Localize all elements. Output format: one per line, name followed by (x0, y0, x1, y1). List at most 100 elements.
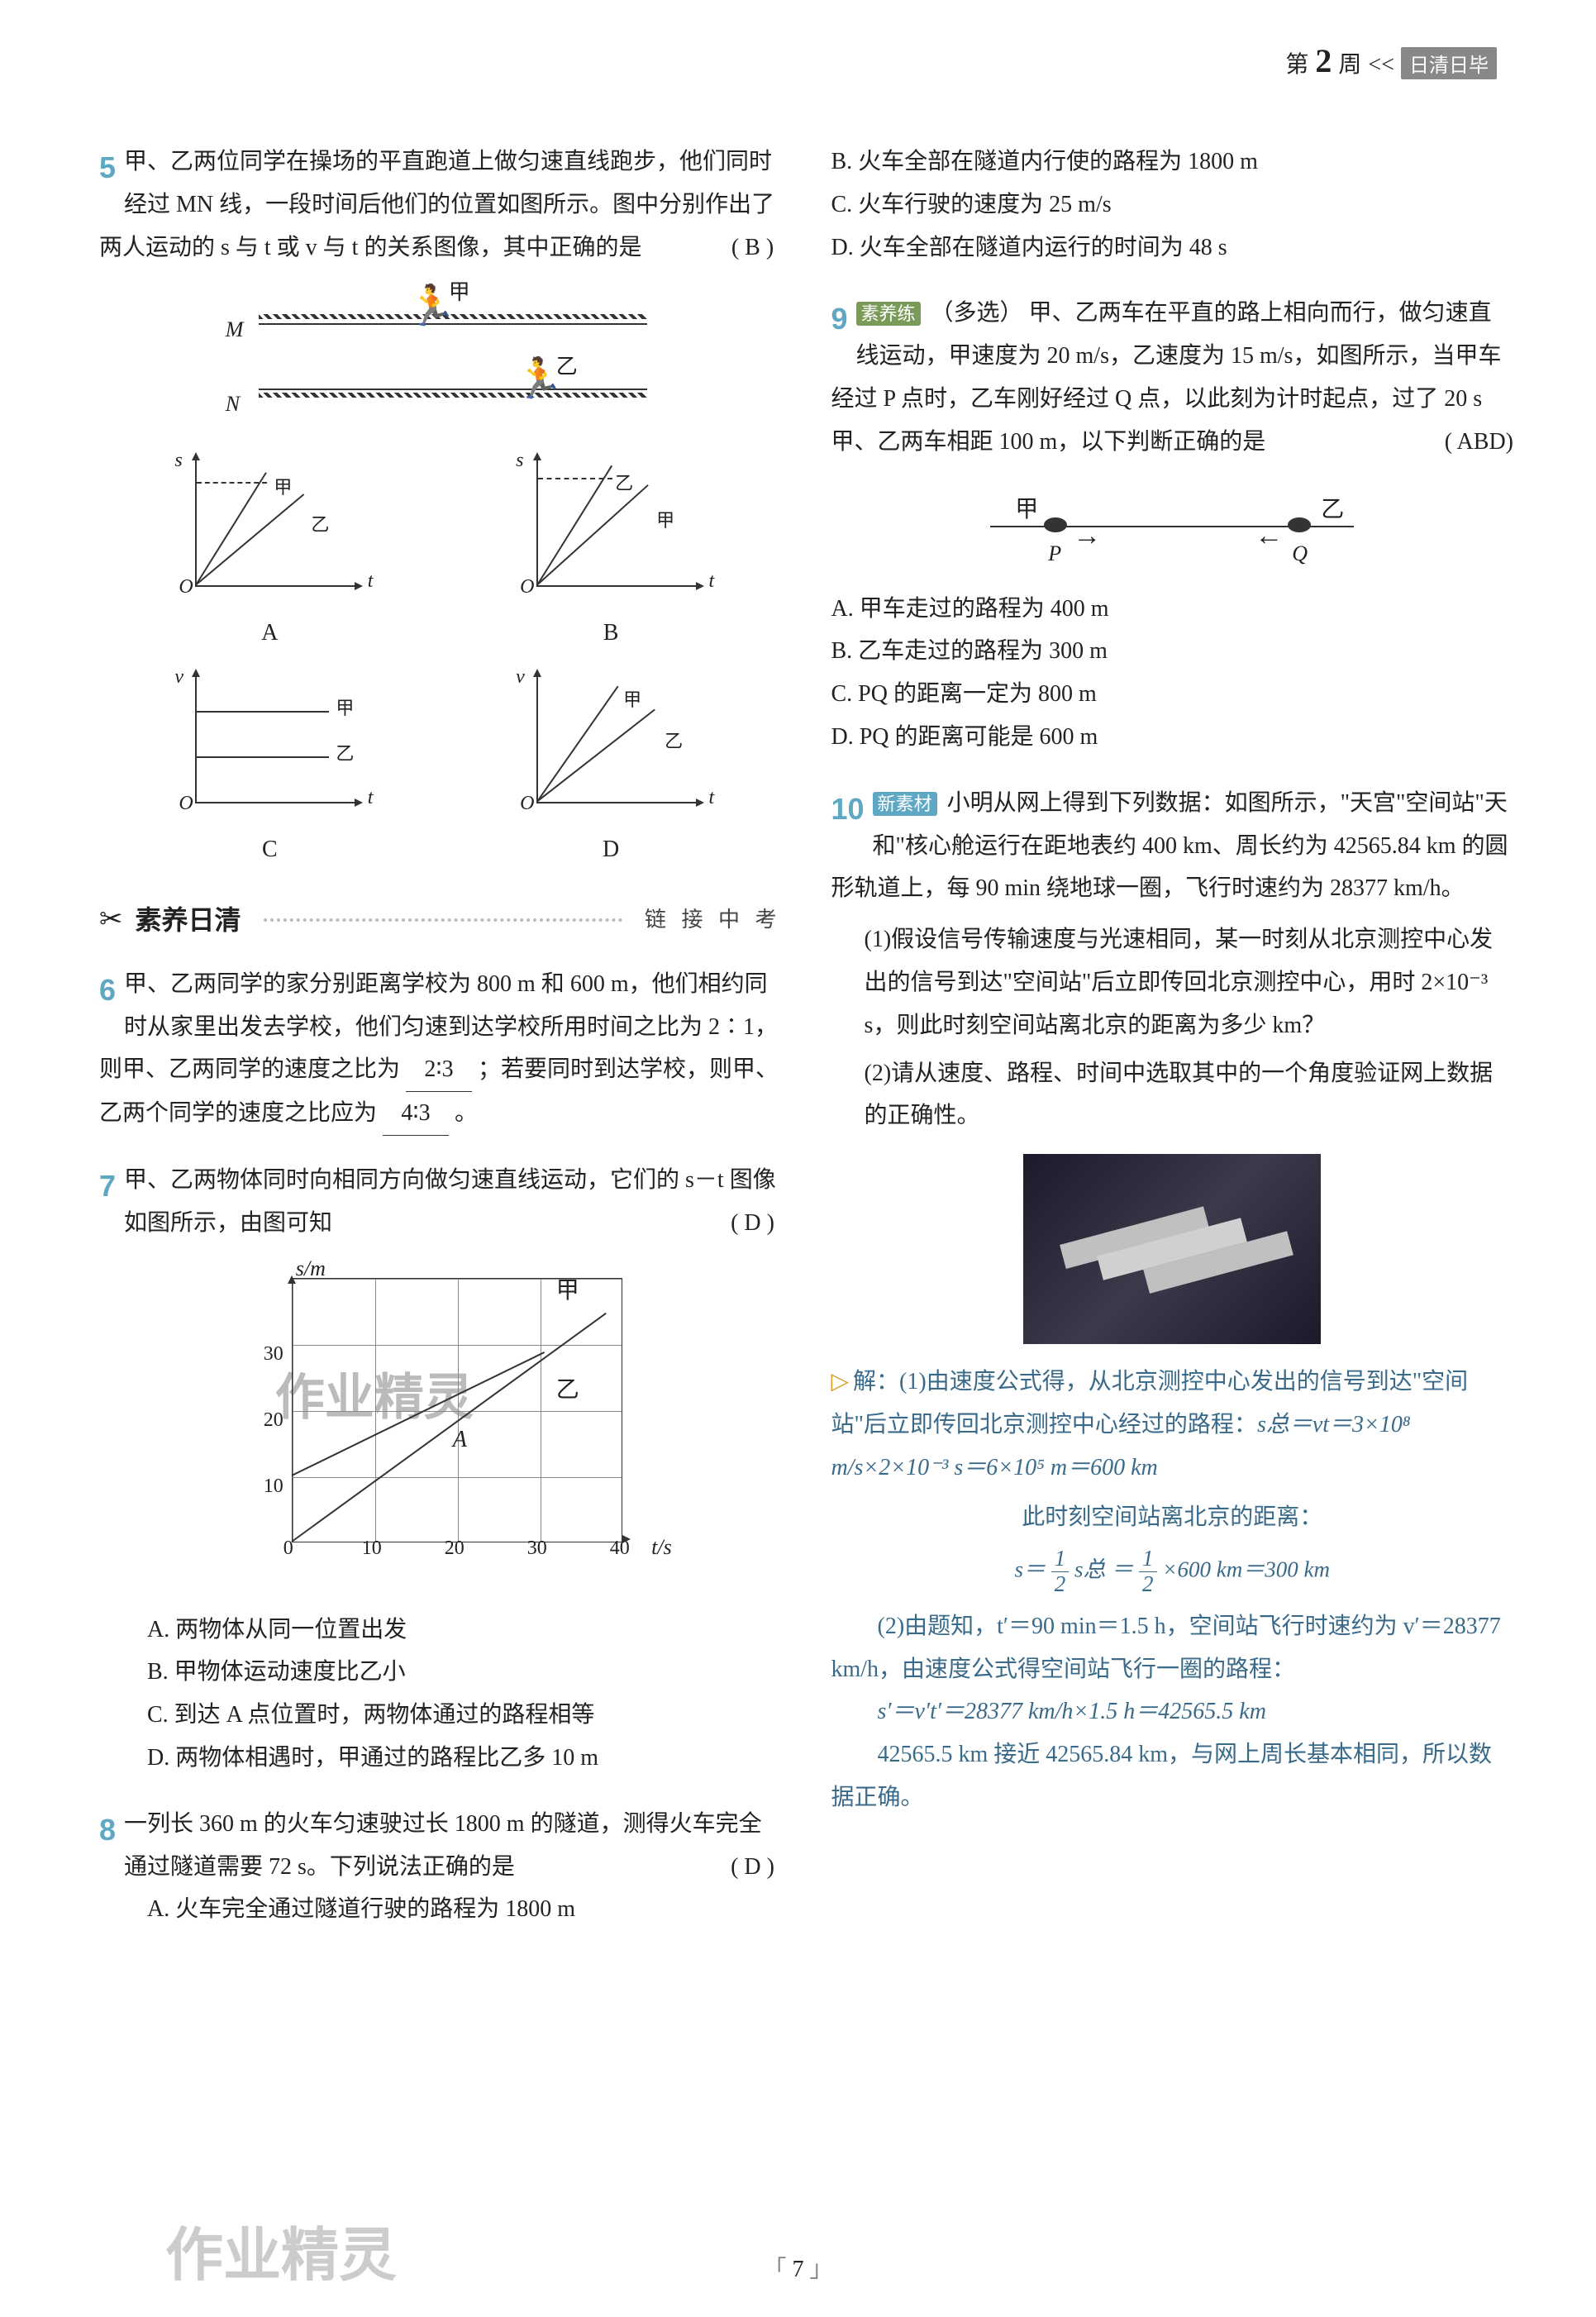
sol-line4: 42565.5 km 接近 42565.84 km，与网上周长基本相同，所以数据… (831, 1733, 1514, 1819)
q5-track-diagram: M N 🏃 甲 🏃 乙 (226, 277, 655, 434)
q7-opt-D: D. 两物体相遇时，甲通过的路程比乙多 10 m (147, 1737, 782, 1780)
header-prefix: 第 (1285, 46, 1308, 79)
section-dots (264, 918, 622, 922)
lane2-line (259, 389, 647, 390)
xtick-20: 20 (445, 1530, 465, 1566)
page-header: 第 2 周 << 日清日毕 (1285, 41, 1497, 80)
ylabel: v (174, 659, 183, 695)
lane2-hatch (259, 393, 647, 398)
line-yi (196, 494, 305, 586)
xtick-10: 10 (362, 1530, 382, 1566)
axis-x (195, 585, 360, 587)
line-yi (537, 709, 655, 802)
section-title: 素养日清 (136, 896, 241, 945)
lbl-yi: 乙 (311, 508, 329, 542)
dot-P (1044, 517, 1067, 532)
frac1: 1 2 (1051, 1547, 1070, 1596)
hline-yi (197, 756, 329, 758)
dash-yi (538, 478, 612, 479)
lbl-jia: 甲 (274, 471, 292, 505)
q5-text: 甲、乙两位同学在操场的平直跑道上做匀速直线跑步，他们同时经过 MN 线，一段时间… (99, 149, 774, 260)
frac1-den: 2 (1051, 1572, 1070, 1597)
question-9: 9 素养练 （多选） 甲、乙两车在平直的路上相向而行，做匀速直线运动，甲速度为 … (831, 292, 1514, 758)
q7-opt-A: A. 两物体从同一位置出发 (147, 1609, 782, 1652)
question-6: 6 甲、乙两同学的家分别距离学校为 800 m 和 600 m，他们相约同时从家… (99, 963, 782, 1136)
graph-A-svg: s t O 甲 乙 (174, 446, 364, 612)
q9-subtag: （多选） (931, 300, 1023, 326)
ytick-20: 20 (259, 1402, 283, 1438)
week-number: 2 (1315, 41, 1332, 80)
q8-opt-B: B. 火车全部在隧道内行使的路程为 1800 m (831, 141, 1514, 184)
graph-B-svg: s t O 乙 甲 (516, 446, 706, 612)
section-bar: ✂ 素养日清 链 接 中 考 (99, 894, 782, 946)
q7-opt-B: B. 甲物体运动速度比乙小 (147, 1651, 782, 1694)
space-station-image (1023, 1154, 1321, 1344)
sol-formula2: s＝ 1 2 s总 ＝ 1 2 ×600 km＝300 km (831, 1547, 1514, 1596)
graph-C-svg: v t O 甲 乙 (174, 663, 364, 828)
track-label-M: M (226, 310, 244, 350)
question-10: 10 新素材 小明从网上得到下列数据：如图所示，"天宫"空间站"天和"核心舱运行… (831, 782, 1514, 1819)
lbl-yi: 乙 (615, 467, 633, 501)
xlabel: t (708, 563, 714, 599)
ylabel: s (174, 442, 182, 479)
q10-solution: ▷解：(1)由速度公式得，从北京测控中心发出的信号到达"空间站"后立即传回北京测… (831, 1361, 1514, 1819)
line-jia (196, 473, 267, 586)
axis-x (536, 802, 702, 803)
question-7: 7 甲、乙两物体同时向相同方向做匀速直线运动，它们的 s－t 图像如图所示，由图… (99, 1159, 782, 1780)
lbl-jia: 甲 (623, 684, 641, 718)
q9-opt-D: D. PQ 的距离可能是 600 m (831, 716, 1514, 759)
q9-answer: ( ABD) (1445, 421, 1513, 464)
q6-text-c: 。 (455, 1100, 478, 1126)
q7-answer: ( D ) (724, 1202, 782, 1245)
graph-B-label: B (503, 612, 718, 655)
q7-st-graph: 作业精灵 s/m t/s 10 20 30 0 10 20 30 40 甲 乙 … (226, 1253, 655, 1600)
axis-y (195, 455, 197, 587)
f2-mid: s总 ＝ (1074, 1557, 1133, 1582)
q10-sub1: (1)假设信号传输速度与光速相同，某一时刻从北京测控中心发出的信号到达"空间站"… (865, 918, 1514, 1046)
frac1-num: 1 (1051, 1547, 1070, 1572)
runner-yi-label: 乙 (556, 347, 578, 387)
bottom-watermark: 作业精灵 (165, 2209, 397, 2292)
xtick-30: 30 (527, 1530, 547, 1566)
axis-x (195, 802, 360, 803)
q9-pq-diagram: → 甲 P ← 乙 Q (965, 476, 1379, 575)
q7-number: 7 (99, 1159, 116, 1214)
ylabel: s/m (296, 1249, 326, 1289)
sol-line2: 此时刻空间站离北京的距离： (831, 1496, 1514, 1539)
line-jia (537, 484, 649, 585)
f2-rhs: ×600 km＝300 km (1162, 1557, 1330, 1582)
q7-opt-C: C. 到达 A 点位置时，两物体通过的路程相等 (147, 1694, 782, 1737)
solution-marker-icon: ▷ (831, 1369, 850, 1394)
lbl-yi: 乙 (665, 725, 683, 759)
Q-label: Q (1292, 534, 1308, 574)
axis-y (536, 455, 538, 587)
xlabel: t (368, 779, 374, 816)
header-arrows: << (1368, 52, 1394, 79)
q6-blank1: 2∶3 (406, 1048, 472, 1092)
ytick-30: 30 (259, 1336, 283, 1372)
q5-graph-A: s t O 甲 乙 A (162, 446, 377, 655)
xlabel: t (368, 563, 374, 599)
right-column: B. 火车全部在隧道内行使的路程为 1800 m C. 火车行驶的速度为 25 … (831, 141, 1514, 1954)
content-columns: 5 甲、乙两位同学在操场的平直跑道上做匀速直线跑步，他们同时经过 MN 线，一段… (99, 141, 1513, 1954)
track-label-N: N (226, 384, 240, 424)
ylabel: v (516, 659, 525, 695)
scissors-icon: ✂ (99, 894, 123, 946)
q9-tag: 素养练 (856, 302, 921, 326)
arrow-right-icon: → (1073, 511, 1101, 563)
q10-tag: 新素材 (873, 792, 937, 816)
q10-number: 10 (831, 782, 865, 837)
yi-label: 乙 (1321, 489, 1344, 532)
origin: O (520, 569, 534, 605)
q6-blank2: 4∶3 (383, 1092, 449, 1136)
P-label: P (1048, 534, 1061, 574)
axis-y (195, 671, 197, 803)
left-column: 5 甲、乙两位同学在操场的平直跑道上做匀速直线跑步，他们同时经过 MN 线，一段… (99, 141, 782, 1954)
origin: O (179, 785, 193, 822)
xtick-0: 0 (283, 1530, 293, 1566)
q6-number: 6 (99, 963, 116, 1018)
sol-formula3: s′＝v′t′＝28377 km/h×1.5 h＝42565.5 km (831, 1690, 1514, 1733)
series-yi: 乙 (556, 1369, 579, 1412)
q5-graph-B: s t O 乙 甲 B (503, 446, 718, 655)
axis-x (536, 585, 702, 587)
